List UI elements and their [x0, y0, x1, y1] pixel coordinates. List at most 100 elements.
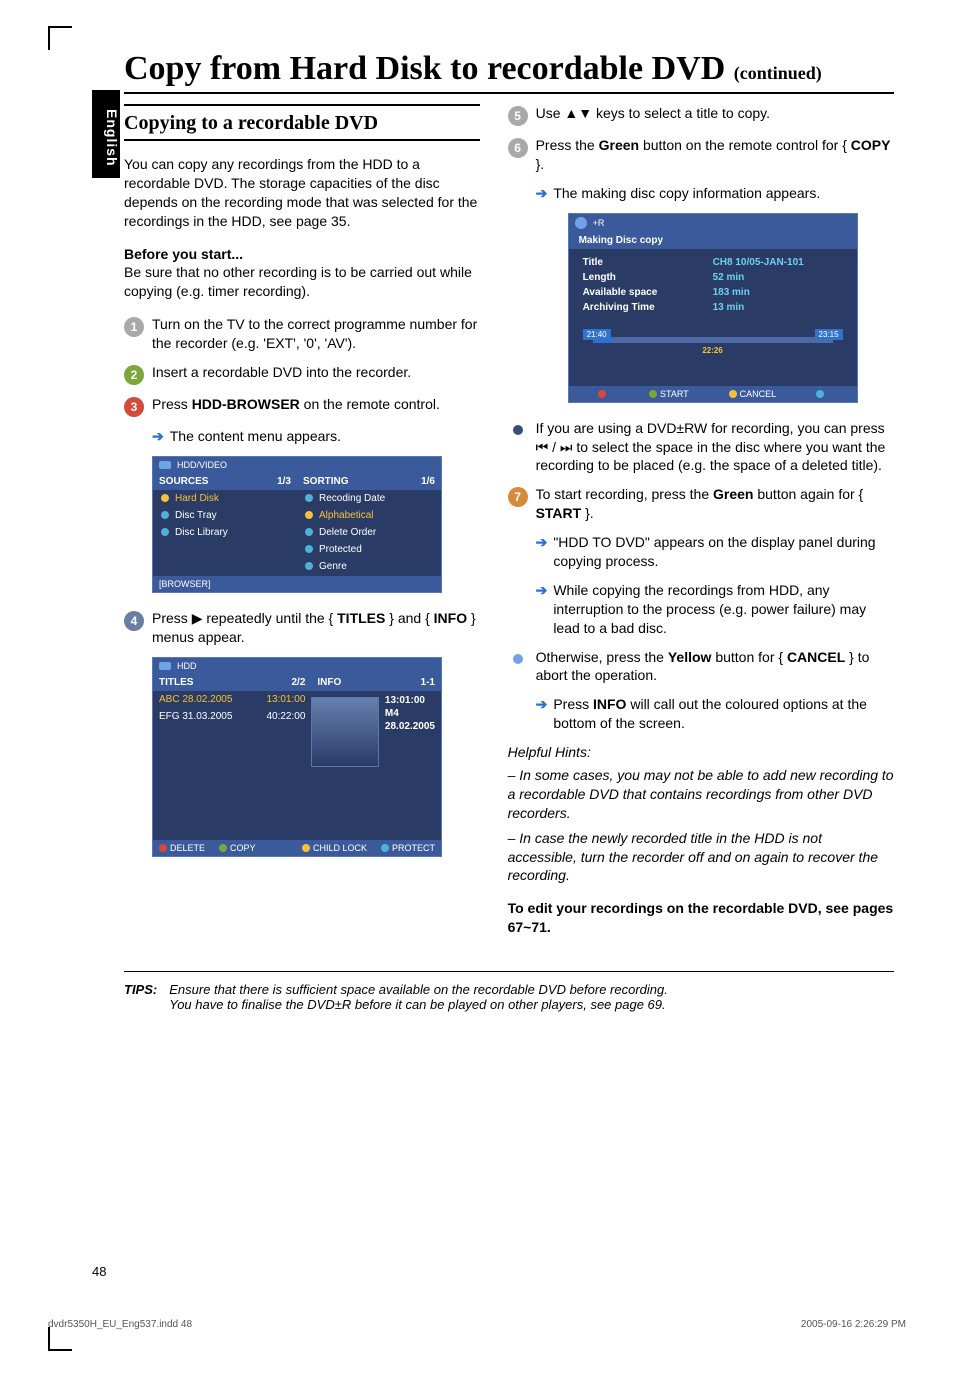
title-rule	[124, 92, 894, 94]
tips-body: Ensure that there is sufficient space av…	[169, 982, 668, 1012]
print-footer: dvdr5350H_EU_Eng537.indd 48 2005-09-16 2…	[48, 1319, 906, 1330]
sorting-count: 1/6	[421, 476, 435, 487]
step-3-result-text: The content menu appears.	[170, 427, 341, 446]
step-3-text: Press HDD-BROWSER on the remote control.	[152, 395, 480, 414]
hint-1: – In some cases, you may not be able to …	[508, 766, 894, 823]
titles-panel-screenshot: HDD TITLES2/2 ABC 28.02.200513:01:00 EFG…	[152, 657, 442, 857]
bullet-dvdrw-text: If you are using a DVD±RW for recording,…	[536, 419, 894, 476]
step-5-text: Use ▲▼ keys to select a title to copy.	[536, 104, 894, 123]
sources-head: SOURCES	[159, 476, 208, 487]
step-5: 5 Use ▲▼ keys to select a title to copy.	[508, 104, 894, 126]
two-column-layout: Copying to a recordable DVD You can copy…	[92, 104, 894, 951]
browser-panel-screenshot: HDD/VIDEO SOURCES 1/3 Hard Disk Disc Tray…	[152, 456, 442, 593]
right-column: 5 Use ▲▼ keys to select a title to copy.…	[508, 104, 894, 951]
titles-topbar: HDD	[153, 658, 441, 674]
arrow-icon: ➔	[152, 427, 164, 446]
chapter-title-main: Copy from Hard Disk to recordable DVD	[124, 50, 725, 87]
page-number: 48	[92, 1264, 106, 1279]
disc-icon	[575, 217, 587, 229]
bullet-dot-icon	[513, 654, 523, 664]
step-4: 4 Press ▶ repeatedly until the { TITLES …	[124, 609, 480, 647]
left-column: Copying to a recordable DVD You can copy…	[92, 104, 480, 951]
tips-label: TIPS:	[124, 982, 157, 1012]
step-bullet-1: 1	[124, 317, 144, 337]
arrow-icon: ➔	[536, 184, 548, 203]
sort-item: Genre	[297, 558, 441, 575]
before-head: Before you start...	[124, 246, 243, 262]
step-7-text: To start recording, press the Green butt…	[536, 485, 894, 523]
sorting-head: SORTING	[303, 476, 349, 487]
step-7-result-1: ➔ "HDD TO DVD" appears on the display pa…	[536, 533, 894, 571]
intro-paragraph: You can copy any recordings from the HDD…	[124, 155, 480, 231]
step-6-result-text: The making disc copy information appears…	[553, 184, 820, 203]
source-item: Disc Tray	[153, 507, 297, 524]
step-4-text: Press ▶ repeatedly until the { TITLES } …	[152, 609, 480, 647]
step-bullet-3: 3	[124, 397, 144, 417]
step-7: 7 To start recording, press the Green bu…	[508, 485, 894, 523]
sort-item: Protected	[297, 541, 441, 558]
bullet-dvdrw: If you are using a DVD±RW for recording,…	[508, 419, 894, 476]
step-6: 6 Press the Green button on the remote c…	[508, 136, 894, 174]
step-3-key: HDD-BROWSER	[192, 396, 300, 412]
browser-footer: [BROWSER]	[153, 576, 441, 592]
source-item: Hard Disk	[153, 490, 297, 507]
step-2-text: Insert a recordable DVD into the recorde…	[152, 363, 480, 382]
step-bullet-2: 2	[124, 365, 144, 385]
step-3-result: ➔ The content menu appears.	[152, 427, 480, 446]
browser-topbar: HDD/VIDEO	[153, 457, 441, 473]
title-thumbnail	[311, 697, 379, 767]
sources-count: 1/3	[277, 476, 291, 487]
making-disc-panel-screenshot: +R Making Disc copy TitleCH8 10/05-JAN-1…	[568, 213, 858, 403]
step-2: 2 Insert a recordable DVD into the recor…	[124, 363, 480, 385]
page-content: English Copy from Hard Disk to recordabl…	[92, 50, 894, 1297]
crop-mark-bottom-left	[48, 1327, 72, 1351]
bullet-cancel-result: ➔ Press INFO will call out the coloured …	[536, 695, 894, 733]
making-actions: START CANCEL	[569, 386, 857, 402]
step-6-result: ➔ The making disc copy information appea…	[536, 184, 894, 203]
arrow-icon: ➔	[536, 695, 548, 714]
making-head: Making Disc copy	[569, 232, 857, 249]
step-bullet-5: 5	[508, 106, 528, 126]
edit-note: To edit your recordings on the recordabl…	[508, 899, 894, 937]
language-tab: English	[92, 90, 120, 178]
step-bullet-4: 4	[124, 611, 144, 631]
hint-2: – In case the newly recorded title in th…	[508, 829, 894, 886]
source-item: Disc Library	[153, 524, 297, 541]
chapter-title: Copy from Hard Disk to recordable DVD (c…	[124, 50, 894, 88]
step-3: 3 Press HDD-BROWSER on the remote contro…	[124, 395, 480, 417]
hdd-icon	[159, 461, 171, 469]
hdd-icon	[159, 662, 171, 670]
section-heading: Copying to a recordable DVD	[124, 104, 480, 141]
step-bullet-6: 6	[508, 138, 528, 158]
sort-item: Recoding Date	[297, 490, 441, 507]
step-3-pre: Press	[152, 396, 192, 412]
titles-topbar-label: HDD	[177, 661, 197, 671]
crop-mark-top-left	[48, 26, 72, 50]
titles-actions: DELETE COPY CHILD LOCK PROTECT	[153, 840, 441, 856]
arrow-icon: ➔	[536, 533, 548, 552]
before-body: Be sure that no other recording is to be…	[124, 264, 472, 299]
step-6-text: Press the Green button on the remote con…	[536, 136, 894, 174]
tips-line-2: You have to finalise the DVD±R before it…	[169, 997, 668, 1012]
tips-line-1: Ensure that there is sufficient space av…	[169, 982, 668, 997]
step-bullet-7: 7	[508, 487, 528, 507]
progress-bar: 21:40 22:26 23:15	[583, 329, 843, 353]
step-7-result-2: ➔ While copying the recordings from HDD,…	[536, 581, 894, 638]
bullet-cancel: Otherwise, press the Yellow button for {…	[508, 648, 894, 686]
before-you-start: Before you start... Be sure that no othe…	[124, 245, 480, 302]
sort-item: Alphabetical	[297, 507, 441, 524]
footer-timestamp: 2005-09-16 2:26:29 PM	[801, 1319, 906, 1330]
chapter-title-continued: (continued)	[734, 63, 822, 83]
tips-box: TIPS: Ensure that there is sufficient sp…	[124, 971, 894, 1012]
browser-topbar-label: HDD/VIDEO	[177, 460, 227, 470]
footer-filename: dvdr5350H_EU_Eng537.indd 48	[48, 1319, 192, 1330]
bullet-cancel-text: Otherwise, press the Yellow button for {…	[536, 648, 894, 686]
making-topbar: +R	[569, 214, 857, 232]
sort-item: Delete Order	[297, 524, 441, 541]
hints-head: Helpful Hints:	[508, 743, 894, 762]
bullet-cancel-result-text: Press INFO will call out the coloured op…	[553, 695, 894, 733]
step-3-post: on the remote control.	[300, 396, 440, 412]
arrow-icon: ➔	[536, 581, 548, 600]
step-1-text: Turn on the TV to the correct programme …	[152, 315, 480, 353]
step-1: 1 Turn on the TV to the correct programm…	[124, 315, 480, 353]
